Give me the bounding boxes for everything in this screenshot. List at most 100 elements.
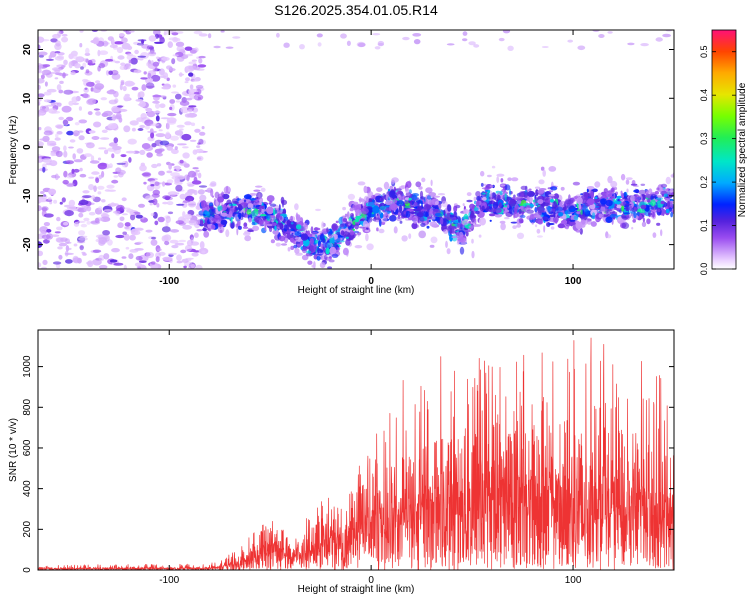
heatmap-cell — [592, 212, 596, 220]
heatmap-cell — [139, 124, 146, 129]
heatmap-cell — [616, 204, 622, 209]
heatmap-cell — [150, 131, 155, 139]
heatmap-cell — [38, 93, 45, 98]
heatmap-cell — [38, 111, 42, 117]
heatmap-cell — [567, 39, 573, 43]
heatmap-cell — [364, 215, 367, 221]
heatmap-cell — [465, 231, 469, 237]
heatmap-cell — [62, 221, 69, 226]
heatmap-cell — [179, 159, 184, 164]
heatmap-cell — [164, 196, 171, 201]
heatmap-cell — [213, 208, 216, 215]
heatmap-cell — [466, 192, 472, 197]
heatmap-cell — [137, 55, 147, 58]
heatmap-cell — [141, 39, 145, 44]
heatmap-cell — [172, 84, 177, 88]
heatmap-cell — [136, 42, 144, 46]
heatmap-cell — [156, 248, 162, 251]
heatmap-cell — [183, 92, 188, 96]
heatmap-cell — [489, 203, 493, 210]
heatmap-cell — [128, 59, 132, 64]
heatmap-cell — [117, 105, 124, 108]
heatmap-cell — [586, 219, 592, 225]
heatmap-cell — [457, 236, 464, 243]
heatmap-cell — [364, 229, 370, 233]
heatmap-cell — [547, 205, 552, 213]
heatmap-cell — [586, 188, 590, 193]
heatmap-cell — [150, 265, 158, 269]
heatmap-cell — [123, 125, 131, 133]
heatmap-cell — [162, 256, 173, 261]
heatmap-cell — [49, 143, 57, 146]
heatmap-cell — [491, 165, 496, 169]
heatmap-cell — [279, 222, 284, 230]
heatmap-cell — [476, 196, 481, 201]
colorbar: 0.0 0.1 0.2 0.3 0.4 0.5 Normalized spectral a… — [699, 29, 748, 275]
heatmap-cell — [274, 208, 277, 214]
heatmap-cell — [621, 222, 630, 230]
heatmap-cell — [217, 216, 221, 223]
heatmap-cell — [196, 145, 201, 149]
heatmap-cell — [100, 137, 110, 140]
heatmap-cell — [117, 55, 125, 60]
heatmap-cell — [346, 40, 351, 46]
heatmap-cell — [54, 231, 61, 234]
heatmap-cell — [453, 211, 458, 218]
heatmap-cell — [54, 56, 64, 61]
snr-xtick-label: 0 — [368, 575, 374, 586]
heatmap-cell — [59, 201, 63, 205]
heatmap-cell — [643, 199, 648, 203]
heatmap-cell — [56, 125, 63, 129]
heatmap-cell — [190, 236, 194, 244]
heatmap-cell — [377, 42, 384, 47]
heatmap-cell — [319, 243, 324, 248]
heatmap-cell — [184, 244, 193, 252]
heatmap-cell — [233, 211, 239, 215]
heatmap-cell — [620, 190, 623, 195]
heatmap-cell — [176, 143, 187, 146]
heatmap-cell — [41, 234, 51, 240]
heatmap-cell — [282, 229, 285, 235]
heatmap-cell — [94, 217, 100, 224]
heatmap-cell — [198, 33, 208, 37]
heatmap-cell — [152, 100, 160, 104]
heatmap-cell — [328, 259, 335, 263]
heatmap-cell — [441, 200, 448, 208]
colorbar-ticks: 0.0 0.1 0.2 0.3 0.4 0.5 — [699, 45, 736, 275]
heatmap-cell — [196, 155, 204, 161]
heatmap-cell — [423, 204, 432, 210]
heatmap-cell — [243, 222, 248, 228]
heatmap-cell — [295, 224, 302, 230]
heatmap-cell — [660, 183, 668, 188]
heatmap-cell — [181, 258, 189, 263]
heatmap-cell — [43, 91, 52, 96]
heatmap-cell — [192, 167, 199, 170]
heatmap-cell — [207, 33, 212, 39]
heatmap-cell — [451, 223, 455, 227]
heatmap-cell — [68, 61, 73, 69]
heatmap-cell — [535, 224, 538, 228]
heatmap-cell — [79, 173, 87, 178]
heatmap-cell — [175, 93, 182, 100]
heatmap-cell — [404, 205, 412, 209]
heatmap-cell — [217, 196, 225, 203]
heatmap-cell — [282, 208, 287, 215]
heatmap-cell — [72, 153, 76, 160]
heatmap-cell — [69, 139, 76, 143]
heatmap-cell — [135, 214, 143, 219]
heatmap-cell — [74, 122, 80, 126]
heatmap-cell — [223, 186, 231, 194]
heatmap-cell — [617, 216, 622, 222]
heatmap-cell — [111, 248, 120, 253]
heatmap-cell — [221, 191, 224, 198]
heatmap-cell — [140, 52, 149, 59]
heatmap-ylabel: Frequency (Hz) — [8, 116, 19, 185]
heatmap-cell — [204, 211, 211, 217]
heatmap-cell — [146, 110, 156, 118]
heatmap-cell — [293, 241, 296, 245]
heatmap-cell — [624, 203, 632, 206]
heatmap-cell — [79, 245, 84, 251]
heatmap-cell — [468, 41, 476, 46]
heatmap-cell — [665, 176, 671, 185]
heatmap-cell — [97, 157, 102, 161]
